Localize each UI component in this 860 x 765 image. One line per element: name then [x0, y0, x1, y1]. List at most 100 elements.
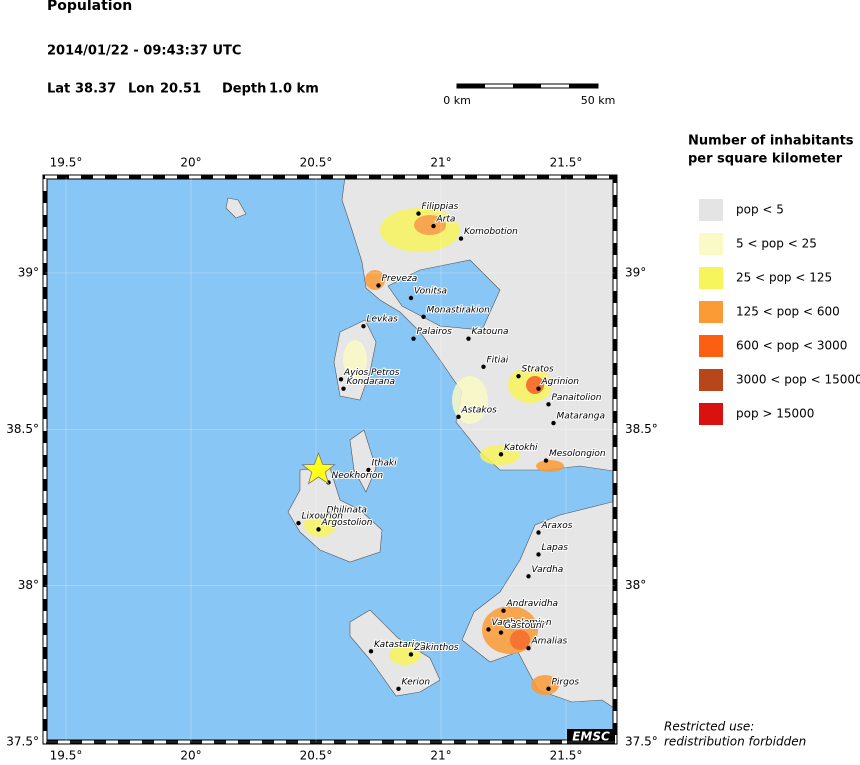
town-dot	[486, 627, 491, 632]
town-label: Arta	[436, 215, 456, 225]
town-dot	[551, 420, 556, 426]
town-label: Vartholomion	[492, 618, 552, 628]
town-dot	[536, 530, 541, 535]
town-label: Ayios Petros	[343, 368, 400, 378]
town-dot	[368, 649, 374, 654]
town-label: Argostolion	[321, 518, 373, 528]
lon-value: 20.51	[160, 82, 201, 97]
town-dot	[546, 686, 551, 692]
lat-tick-label: 37.5°	[6, 735, 39, 749]
town-label: Neokhorion	[332, 471, 384, 481]
town-dot	[501, 608, 506, 613]
town-label: Kerion	[402, 677, 431, 687]
town-label: Komobotion	[464, 227, 518, 237]
town-dot	[341, 386, 346, 391]
legend-label: 3000 < pop < 15000	[736, 373, 860, 387]
lon-tick-label: 21.5°	[550, 749, 583, 763]
lon-tick-label: 20.5°	[300, 156, 333, 170]
town-label: Fitiai	[487, 355, 509, 365]
town-dot	[396, 686, 401, 692]
town-dot	[316, 527, 321, 532]
scale-bar	[456, 83, 599, 89]
legend-label: 125 < pop < 600	[736, 305, 840, 319]
town-label: Agrinion	[541, 377, 580, 387]
footer-line: Restricted use:	[664, 720, 754, 734]
lon-tick-label: 20°	[180, 749, 201, 763]
town-label: Monastirakion	[427, 305, 491, 315]
town-label: Katokhi	[504, 443, 538, 453]
legend-label: 25 < pop < 125	[736, 271, 832, 285]
town-dot	[408, 295, 414, 301]
legend-label: 600 < pop < 3000	[736, 339, 847, 353]
town-dot	[458, 236, 464, 241]
legend-swatch	[699, 267, 723, 289]
town-dot	[498, 452, 504, 457]
lat-tick-label: 38°	[18, 578, 39, 592]
legend-swatch	[699, 335, 723, 357]
legend-swatch	[699, 403, 723, 425]
scale-start: 0 km	[443, 94, 471, 107]
town-label: Vardha	[532, 565, 564, 575]
town-label: Lixourion	[302, 512, 344, 522]
town-dot	[376, 283, 381, 288]
town-label: Kondarana	[347, 377, 395, 387]
town-label: Amalias	[531, 637, 568, 647]
lon-label: Lon	[128, 82, 154, 97]
lon-tick-label: 21°	[430, 156, 451, 170]
town-dot	[526, 574, 531, 579]
town-label: Pirgos	[552, 677, 580, 687]
town-dot	[456, 414, 461, 420]
town-dot	[546, 402, 551, 407]
town-label: Palairos	[417, 327, 453, 337]
town-dot	[516, 373, 521, 379]
town-dot	[466, 336, 471, 341]
legend-swatch	[699, 369, 723, 391]
legend-swatch	[699, 301, 723, 323]
town-dot	[416, 211, 421, 216]
depth-value: 1.0 km	[269, 82, 319, 97]
epicenter	[301, 451, 336, 485]
town-dot	[481, 364, 486, 369]
title: Population	[47, 0, 132, 14]
lat-label: Lat	[47, 82, 70, 97]
lat-tick-label: 38.5°	[625, 422, 658, 436]
legend-label: 5 < pop < 25	[736, 237, 817, 251]
town-dot	[543, 458, 549, 463]
legend-label: pop > 15000	[736, 407, 814, 421]
town-dot	[321, 514, 326, 520]
legend-swatch	[699, 199, 723, 221]
badge: EMSC	[572, 730, 610, 744]
lat-tick-label: 38.5°	[6, 422, 39, 436]
town-label: Ithaki	[372, 458, 398, 468]
town-dot	[431, 223, 436, 229]
town-label: Vonitsa	[414, 287, 447, 297]
town-label: Gastouni	[504, 621, 545, 631]
scale-end: 50 km	[581, 94, 616, 107]
town-label: Katouna	[472, 327, 509, 337]
town-label: Mataranga	[557, 412, 605, 422]
lon-tick-label: 20°	[180, 156, 201, 170]
town-dot	[338, 377, 344, 382]
lat-tick-label: 39°	[625, 265, 646, 279]
town-dot	[526, 645, 531, 651]
datetime: 2014/01/22 - 09:43:37 UTC	[47, 44, 241, 59]
town-dot	[498, 630, 504, 635]
lat-value: 38.37	[75, 82, 116, 97]
town-label: Astakos	[461, 405, 498, 415]
lat-tick-label: 38°	[625, 578, 646, 592]
town-dot	[536, 552, 541, 557]
badge-bg	[567, 729, 615, 744]
town-dot	[536, 386, 541, 391]
town-dot	[361, 323, 366, 329]
town-label: Dhilinata	[327, 505, 367, 515]
legend-title: Number of inhabitants	[688, 134, 854, 149]
legend-title: per square kilometer	[688, 152, 843, 167]
town-label: Andravidha	[506, 599, 559, 609]
lon-tick-label: 20.5°	[300, 749, 333, 763]
town-dot	[366, 467, 371, 473]
lon-tick-label: 19.5°	[50, 156, 83, 170]
legend-swatch	[699, 233, 723, 255]
lat-tick-label: 39°	[18, 265, 39, 279]
town-dot	[296, 520, 301, 526]
